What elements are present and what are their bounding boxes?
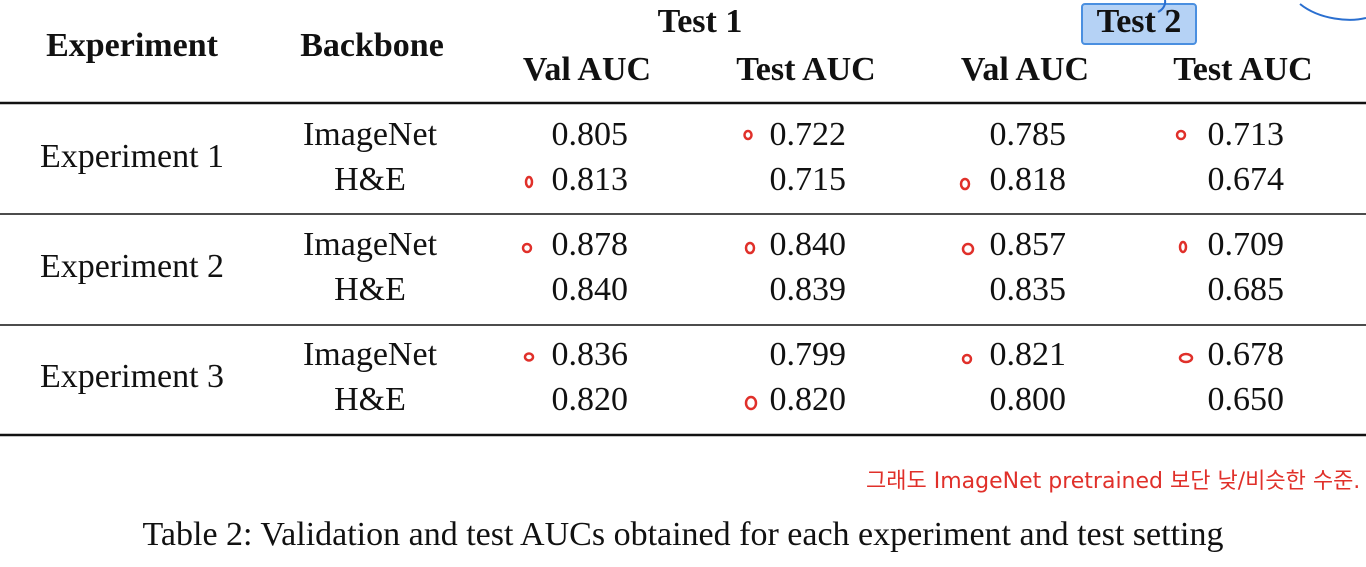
value-cell: 0.674 [1208, 161, 1285, 198]
backbone-cell: H&E [334, 161, 406, 198]
group-header: Test 1 [658, 3, 743, 40]
value-cell: 0.840 [552, 271, 629, 308]
column-header: Val AUC [961, 51, 1089, 88]
value-cell: 0.685 [1208, 271, 1285, 308]
value-cell: 0.713 [1208, 116, 1285, 153]
value-cell: 0.722 [770, 116, 847, 153]
header-cell: Backbone [300, 27, 444, 64]
value-cell: 0.820 [552, 381, 629, 418]
pen-stroke [1157, 0, 1366, 21]
backbone-cell: ImageNet [303, 336, 438, 373]
header-cell: Experiment [46, 27, 219, 64]
experiment-cell: Experiment 3 [40, 358, 224, 395]
value-cell: 0.650 [1208, 381, 1285, 418]
value-cell: 0.785 [990, 116, 1067, 153]
value-cell: 0.799 [770, 336, 847, 373]
backbone-cell: ImageNet [303, 226, 438, 263]
caption: Table 2: Validation and test AUCs obtain… [143, 516, 1224, 553]
value-cell: 0.839 [770, 271, 847, 308]
value-cell: 0.857 [990, 226, 1067, 263]
backbone-cell: H&E [334, 271, 406, 308]
annotation-circles [521, 129, 1194, 411]
column-header: Test AUC [1173, 51, 1313, 88]
value-cell: 0.835 [990, 271, 1067, 308]
value-cell: 0.800 [990, 381, 1067, 418]
column-header: Val AUC [523, 51, 651, 88]
experiment-cell: Experiment 1 [40, 138, 224, 175]
backbone-cell: ImageNet [303, 116, 438, 153]
value-cell: 0.715 [770, 161, 847, 198]
handwritten-note: 그래도 ImageNet pretrained 보단 낮/비슷한 수준. [866, 469, 1360, 494]
value-cell: 0.821 [990, 336, 1067, 373]
value-cell: 0.840 [770, 226, 847, 263]
value-cell: 0.878 [552, 226, 629, 263]
value-cell: 0.709 [1208, 226, 1285, 263]
value-cell: 0.818 [990, 161, 1067, 198]
experiment-cell: Experiment 2 [40, 248, 224, 285]
column-header: Test AUC [736, 51, 876, 88]
value-cell: 0.820 [770, 381, 847, 418]
highlight [1081, 3, 1197, 45]
value-cell: 0.813 [552, 161, 629, 198]
backbone-cell: H&E [334, 381, 406, 418]
group-header: Test 2 [1097, 3, 1182, 40]
value-cell: 0.678 [1208, 336, 1285, 373]
value-cell: 0.836 [552, 336, 629, 373]
value-cell: 0.805 [552, 116, 629, 153]
